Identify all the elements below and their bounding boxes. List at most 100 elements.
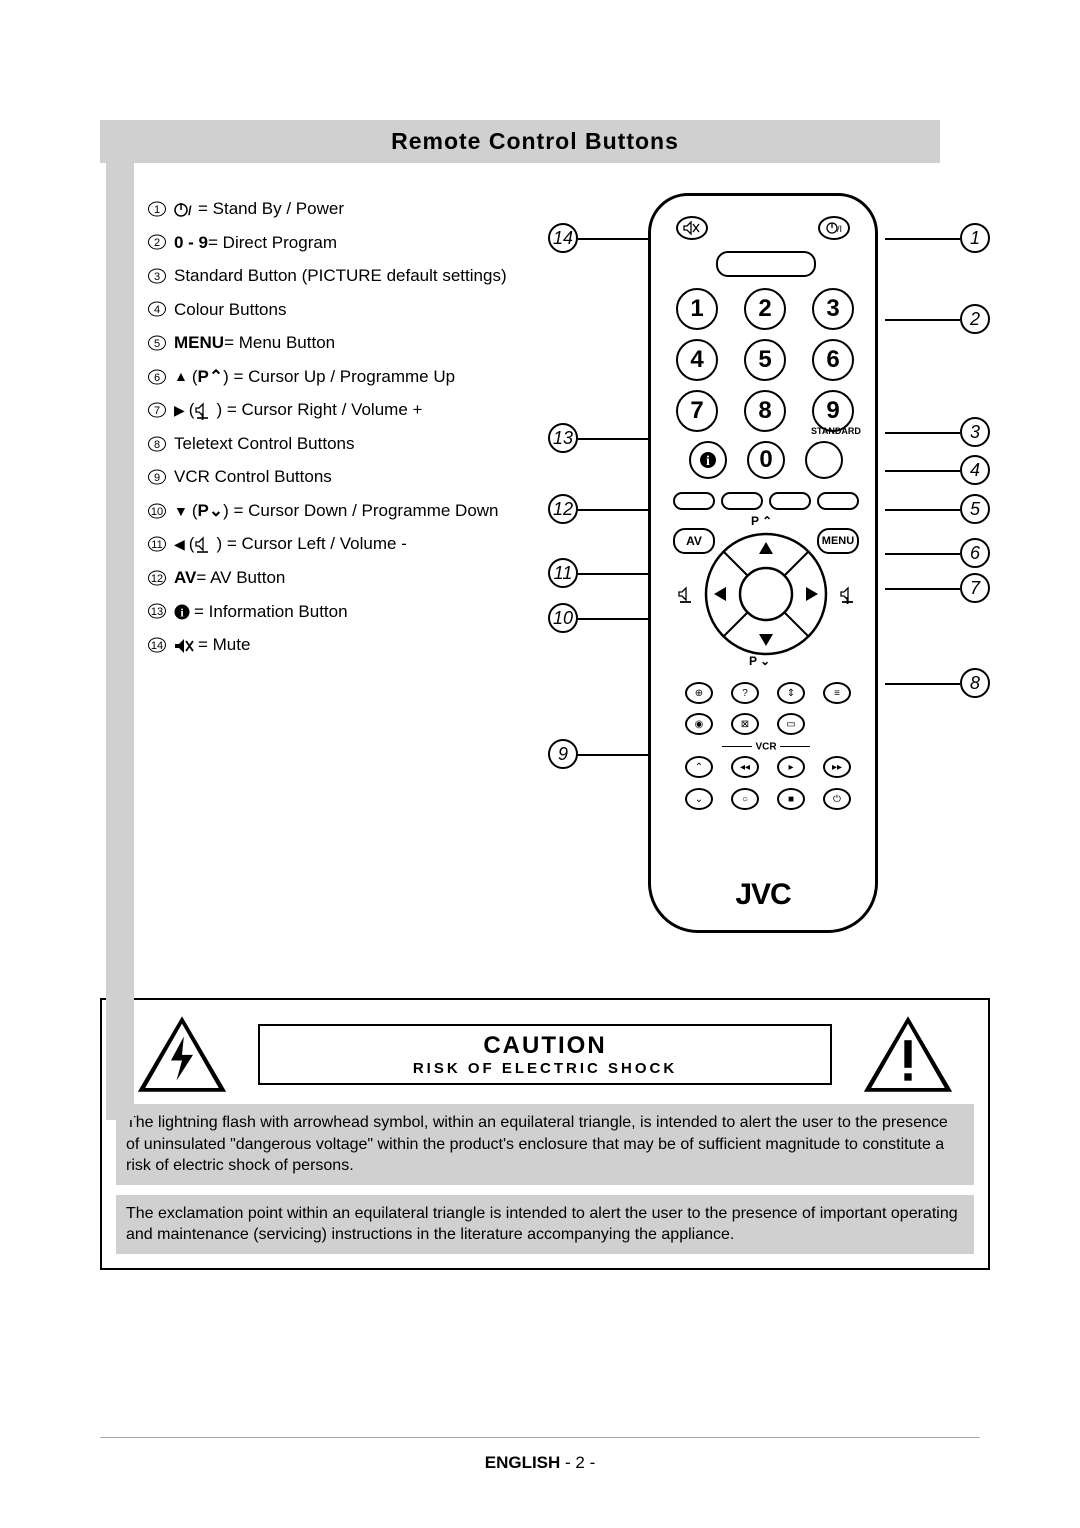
teletext-btn-6: ⊠ — [731, 713, 759, 735]
legend-number-icon: 7 — [148, 401, 166, 419]
legend-text: ) = Cursor Up / Programme Up — [223, 367, 455, 387]
colour-button-yellow — [769, 492, 811, 510]
teletext-btn-2: ? — [731, 682, 759, 704]
colour-button-green — [721, 492, 763, 510]
legend-item: 20 - 9 = Direct Program — [148, 233, 528, 253]
teletext-btn-4: ≡ — [823, 682, 851, 704]
legend-item: 3Standard Button (PICTURE default settin… — [148, 266, 528, 286]
caution-heading-box: CAUTION RISK OF ELECTRIC SHOCK — [258, 1024, 832, 1085]
legend-text: ) = Cursor Left / Volume - — [216, 534, 406, 554]
legend-bold: AV — [174, 568, 196, 588]
legend-number-icon: 1 — [148, 200, 166, 218]
legend-text: = Direct Program — [208, 233, 337, 253]
legend-item: 10▼ (P⌄) = Cursor Down / Programme Down — [148, 501, 528, 521]
legend-item: 4 Colour Buttons — [148, 300, 528, 320]
legend-list: 1 / I = Stand By / Power 20 - 9 = Direct P… — [148, 193, 528, 953]
brand-logo: JVC — [651, 878, 875, 912]
lightning-triangle-icon — [136, 1014, 228, 1094]
remote-diagram: /I 1 2 3 4 5 6 7 8 9 STANDARD i 0 — [548, 193, 990, 953]
svg-text:5: 5 — [154, 338, 160, 350]
callout-line — [885, 470, 960, 472]
svg-text:7: 7 — [154, 405, 160, 417]
legend-number-icon: 4 — [148, 300, 166, 318]
svg-text:13: 13 — [151, 606, 163, 618]
callout-line — [885, 509, 960, 511]
callout-number: 5 — [960, 494, 990, 524]
numpad-3: 3 — [812, 288, 854, 330]
callout-line — [885, 238, 960, 240]
legend-symbol: ▼ — [174, 503, 188, 519]
power-button: /I — [818, 216, 850, 240]
svg-text:3: 3 — [154, 271, 160, 283]
legend-text: VCR Control Buttons — [174, 467, 332, 487]
vcr-btn-rew: ◂◂ — [731, 756, 759, 778]
legend-item: 12AV = AV Button — [148, 568, 528, 588]
legend-number-icon: 6 — [148, 368, 166, 386]
legend-paren: (P⌄ — [192, 501, 223, 521]
svg-text:/ I: / I — [188, 203, 194, 218]
legend-text: ) = Cursor Right / Volume + — [216, 400, 422, 420]
callout-number: 1 — [960, 223, 990, 253]
legend-item: 8Teletext Control Buttons — [148, 434, 528, 454]
page: Remote Control Buttons 1 / I = Stand By /… — [0, 0, 1080, 1310]
numpad-8: 8 — [744, 390, 786, 432]
numpad-2: 2 — [744, 288, 786, 330]
vol-minus-icon — [677, 584, 695, 607]
footer-rule — [100, 1437, 980, 1438]
numpad-6: 6 — [812, 339, 854, 381]
callout-number: 9 — [548, 739, 578, 769]
legend-symbol: ▲ — [174, 368, 188, 384]
callout-number: 11 — [548, 558, 578, 588]
svg-text:14: 14 — [151, 640, 163, 652]
legend-number-icon: 14 — [148, 636, 166, 654]
colour-button-blue — [817, 492, 859, 510]
callout-number: 6 — [960, 538, 990, 568]
numpad-7: 7 — [676, 390, 718, 432]
legend-symbol: ▶ — [174, 402, 185, 418]
legend-text: Colour Buttons — [174, 300, 286, 320]
callout-number: 10 — [548, 603, 578, 633]
caution-subheading: RISK OF ELECTRIC SHOCK — [266, 1060, 824, 1077]
vcr-btn-rec: ○ — [731, 788, 759, 810]
svg-text:6: 6 — [154, 372, 160, 384]
teletext-btn-1: ⊕ — [685, 682, 713, 704]
page-title: Remote Control Buttons — [150, 128, 920, 155]
legend-paren-icon — [194, 534, 212, 554]
legend-item: 9VCR Control Buttons — [148, 467, 528, 487]
mute-button — [676, 216, 708, 240]
legend-item: 7▶ () = Cursor Right / Volume + — [148, 400, 528, 420]
callout-line — [885, 319, 960, 321]
legend-symbol-icon — [174, 635, 194, 655]
dpad — [696, 524, 836, 664]
callout-number: 8 — [960, 668, 990, 698]
svg-text:12: 12 — [151, 573, 163, 585]
legend-paren-icon — [194, 400, 212, 420]
legend-symbol-icon: i — [174, 602, 190, 622]
caution-para-1: The lightning flash with arrowhead symbo… — [116, 1104, 974, 1185]
svg-text:4: 4 — [154, 304, 160, 316]
numpad-4: 4 — [676, 339, 718, 381]
legend-text: ) = Cursor Down / Programme Down — [223, 501, 498, 521]
legend-text: = Menu Button — [224, 333, 335, 353]
info-button: i — [689, 441, 727, 479]
legend-text: = Stand By / Power — [198, 199, 344, 219]
vcr-btn-ch-down: ⌄ — [685, 788, 713, 810]
svg-text:i: i — [706, 454, 710, 469]
svg-text:8: 8 — [154, 439, 160, 451]
legend-bold: MENU — [174, 333, 224, 353]
svg-text:1: 1 — [154, 204, 160, 216]
legend-symbol: ◀ — [174, 536, 185, 552]
svg-text:2: 2 — [154, 237, 160, 249]
teletext-btn-3: ⇕ — [777, 682, 805, 704]
callout-line — [885, 683, 960, 685]
colour-button-red — [673, 492, 715, 510]
legend-number-icon: 12 — [148, 569, 166, 587]
vol-plus-icon — [839, 584, 857, 607]
callout-number: 2 — [960, 304, 990, 334]
legend-text: = Information Button — [194, 602, 348, 622]
standard-label: STANDARD — [811, 426, 861, 436]
callout-number: 3 — [960, 417, 990, 447]
page-footer: ENGLISH - 2 - — [0, 1453, 1080, 1473]
legend-number-icon: 8 — [148, 435, 166, 453]
numpad-0: 0 — [747, 441, 785, 479]
